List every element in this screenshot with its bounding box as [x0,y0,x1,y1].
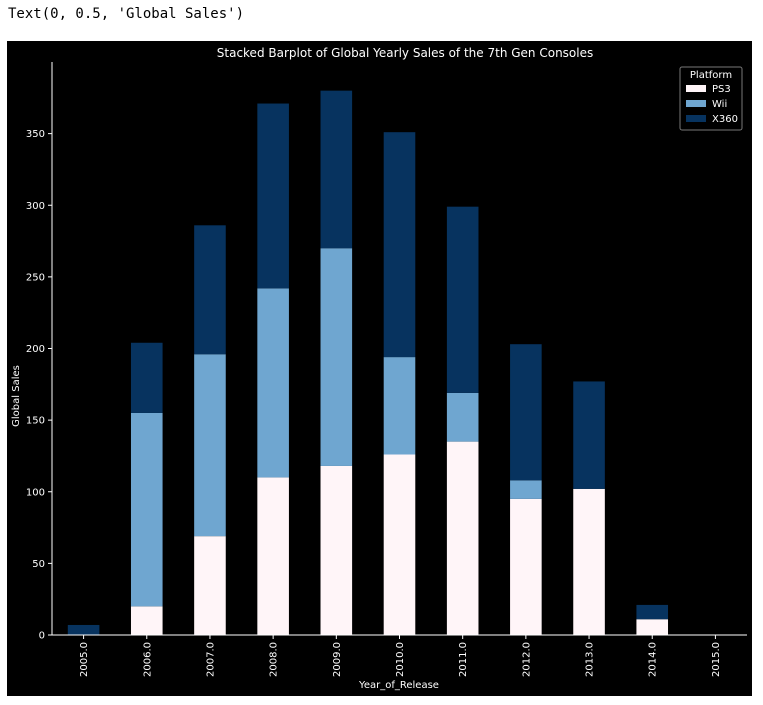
x-tick-label: 2005.0 [79,642,90,677]
bar-x360-2008-0 [257,103,289,289]
x-tick-label: 2011.0 [458,642,469,677]
y-tick-label: 350 [26,129,45,140]
bar-ps3-2007-0 [194,536,226,635]
bar-wii-2010-0 [383,357,416,455]
x-tick-label: 2008.0 [269,642,280,677]
chart-title: Stacked Barplot of Global Yearly Sales o… [217,46,593,60]
legend-label-ps3: PS3 [712,84,731,95]
x-tick-label: 2014.0 [648,642,659,677]
y-tick-label: 150 [26,416,45,427]
bar-ps3-2012-0 [510,498,542,635]
bar-ps3-2013-0 [573,488,605,635]
x-axis-label: Year_of_Release [358,680,439,691]
x-tick-label: 2007.0 [205,642,216,677]
cell-output-text: Text(0, 0.5, 'Global Sales') [8,6,245,22]
bar-wii-2009-0 [320,248,353,466]
bar-ps3-2008-0 [257,477,289,635]
legend-swatch-x360 [686,115,706,122]
bar-ps3-2014-0 [636,619,669,635]
bar-wii-2008-0 [257,288,289,478]
y-tick-label: 100 [26,487,45,498]
bar-x360-2006-0 [130,342,163,413]
chart-figure: Stacked Barplot of Global Yearly Sales o… [7,41,752,696]
y-tick-label: 250 [26,272,45,283]
y-tick-label: 50 [32,559,45,570]
x-tick-label: 2010.0 [395,642,406,677]
x-tick-label: 2012.0 [521,642,532,677]
legend-label-x360: X360 [712,114,738,125]
bar-x360-2011-0 [446,206,479,393]
bar-ps3-2006-0 [130,606,163,635]
bars-group [67,90,669,635]
bar-ps3-2010-0 [383,454,416,635]
legend-label-wii: Wii [712,99,727,110]
x-tick-label: 2009.0 [332,642,343,677]
bar-wii-2007-0 [194,354,226,537]
bar-wii-2006-0 [130,412,163,607]
y-axis-label: Global Sales [11,365,22,427]
y-tick-label: 0 [39,631,45,642]
x-tick-label: 2013.0 [585,642,596,677]
bar-ps3-2011-0 [446,441,479,635]
y-ticks-group: 0 50 100 150 200 250 300 350 [26,129,52,642]
bar-x360-2013-0 [573,381,605,489]
bar-wii-2011-0 [446,392,479,442]
legend-swatch-wii [686,100,706,107]
bar-ps3-2009-0 [320,465,353,635]
bar-x360-2014-0 [636,604,669,620]
legend-box [679,66,743,131]
y-tick-label: 300 [26,201,45,212]
legend-title: Platform [690,70,732,81]
legend: Platform PS3 Wii X360 [679,66,743,131]
x-tick-label: 2006.0 [142,642,153,677]
bar-x360-2007-0 [194,225,226,355]
bar-wii-2012-0 [510,480,542,499]
x-tick-label: 2015.0 [711,642,722,677]
x-ticks-group: 2005.0 2006.0 2007.0 2008.0 2009.0 2010.0 2011… [79,635,722,677]
legend-swatch-ps3 [686,85,706,92]
bar-x360-2009-0 [320,90,353,249]
figure-background [7,41,752,696]
bar-x360-2012-0 [510,344,542,481]
bar-x360-2010-0 [383,132,416,358]
chart-svg: Stacked Barplot of Global Yearly Sales o… [7,41,752,696]
y-tick-label: 200 [26,344,45,355]
bar-x360-2005-0 [67,624,100,635]
